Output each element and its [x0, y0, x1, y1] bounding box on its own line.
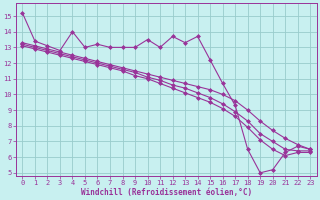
X-axis label: Windchill (Refroidissement éolien,°C): Windchill (Refroidissement éolien,°C) [81, 188, 252, 197]
